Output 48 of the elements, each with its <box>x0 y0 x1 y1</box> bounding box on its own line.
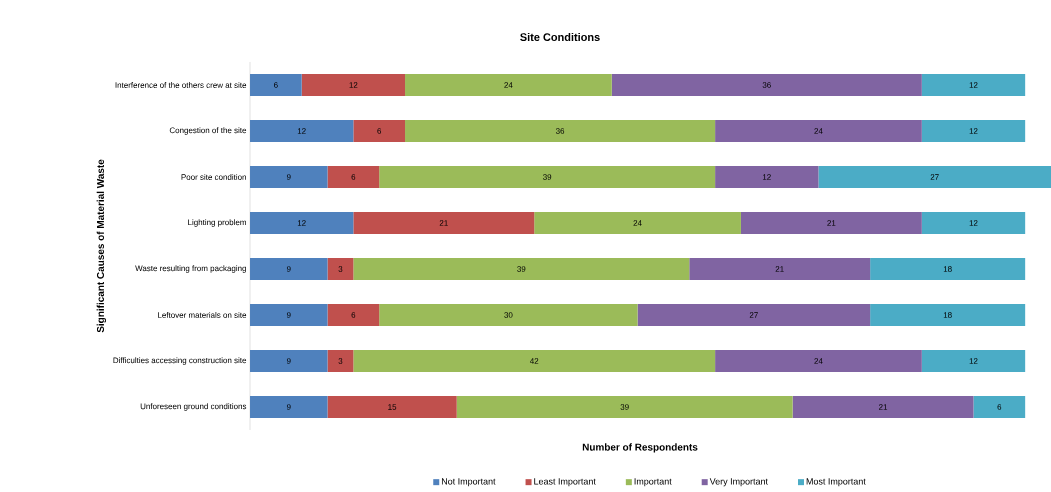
bar <box>327 303 380 326</box>
bar <box>715 119 922 142</box>
bar <box>973 395 1026 418</box>
bar <box>534 211 741 234</box>
bar <box>921 74 1026 96</box>
legend-label: Not Important <box>441 478 496 487</box>
bar <box>301 74 406 96</box>
bar <box>250 257 328 280</box>
legend-label: Least Important <box>534 478 596 487</box>
x-axis-title: Number of Respondents <box>582 443 698 453</box>
bar <box>405 74 612 96</box>
bar <box>456 395 793 418</box>
bar <box>353 349 716 372</box>
bar <box>870 257 1026 280</box>
bar <box>353 211 535 234</box>
bar <box>250 303 328 326</box>
bar <box>792 395 974 418</box>
bar <box>327 165 380 188</box>
bar <box>740 211 922 234</box>
bar <box>637 303 871 326</box>
chart-title: Site Conditions <box>520 32 600 42</box>
bar <box>353 119 406 142</box>
bar <box>921 349 1026 372</box>
bar <box>353 257 690 280</box>
bar <box>611 74 922 96</box>
legend-label: Important <box>634 478 672 487</box>
bar <box>921 119 1026 142</box>
bar <box>379 165 716 188</box>
bar <box>250 165 328 188</box>
bar <box>715 165 819 188</box>
bar <box>921 211 1026 234</box>
bar <box>405 119 716 142</box>
legend-label: Most Important <box>806 478 866 487</box>
bar <box>250 395 328 418</box>
bar <box>379 303 638 326</box>
bar <box>715 349 922 372</box>
y-axis-title: Significant Causes of Material Waste <box>96 159 107 333</box>
bar <box>250 74 302 96</box>
bar <box>818 165 1051 188</box>
bar <box>327 257 354 280</box>
bar <box>250 119 354 142</box>
bar <box>870 303 1026 326</box>
bar <box>250 349 328 372</box>
bar <box>250 211 354 234</box>
legend-label: Very Important <box>709 478 768 487</box>
bar <box>327 349 354 372</box>
bar <box>689 257 871 280</box>
bar <box>327 395 457 418</box>
